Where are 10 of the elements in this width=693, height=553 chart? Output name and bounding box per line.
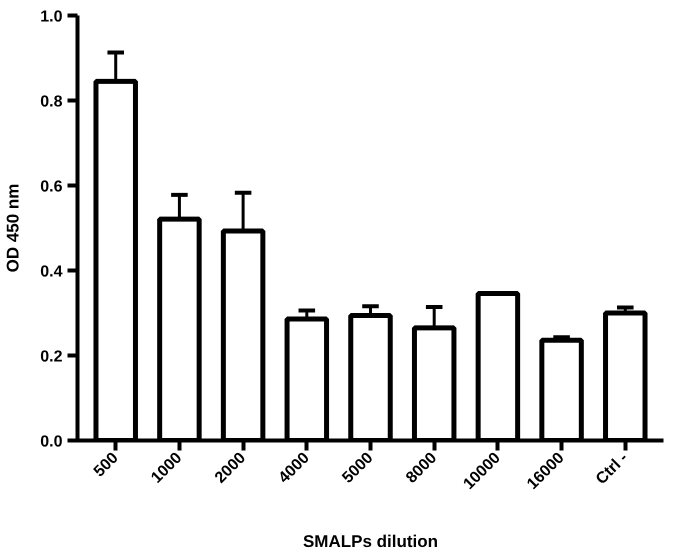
x-axis-title: SMALPs dilution	[302, 532, 438, 551]
y-tick-label: 0.6	[40, 178, 63, 196]
y-tick-label: 0.0	[40, 434, 63, 450]
y-tick-label: 0.4	[40, 264, 63, 280]
x-tick-label: 500	[90, 449, 122, 480]
y-tick-label: 0.8	[40, 94, 63, 110]
y-tick-label: 1.0	[40, 8, 63, 26]
y-tick-label: 0.2	[40, 348, 63, 366]
y-axis-title: OD 450 nm	[3, 184, 22, 272]
x-tick-label: Ctrl -	[592, 449, 632, 488]
